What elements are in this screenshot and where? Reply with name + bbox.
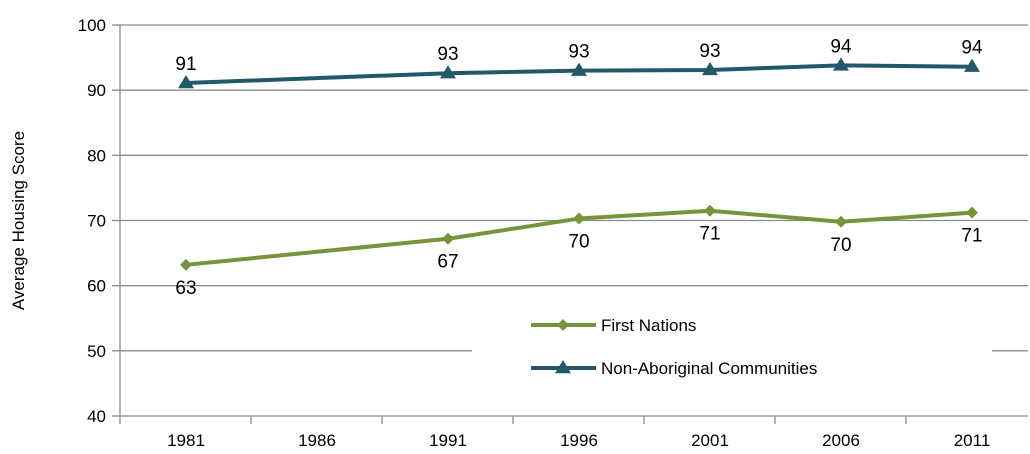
y-tick-label: 100 <box>78 16 106 35</box>
data-label: 71 <box>699 224 720 245</box>
legend-marker <box>555 360 571 374</box>
data-label: 91 <box>175 54 196 75</box>
x-tick-label: 1986 <box>298 431 336 449</box>
data-point <box>571 62 587 76</box>
legend: First Nations Non-Aboriginal Communities <box>472 302 992 396</box>
x-tick-label: 2011 <box>954 431 991 449</box>
data-label: 93 <box>568 42 589 63</box>
legend-items: First Nations Non-Aboriginal Communities <box>531 316 817 378</box>
data-point <box>442 232 454 245</box>
x-tick-label: 1996 <box>560 431 598 449</box>
y-tick-label: 60 <box>87 277 106 296</box>
legend-item: First Nations <box>531 316 696 335</box>
legend-item: Non-Aboriginal Communities <box>531 359 817 378</box>
series-first-nations <box>180 204 978 271</box>
series-line <box>185 208 973 267</box>
series-non-aboriginal <box>178 57 980 89</box>
data-point <box>178 74 194 89</box>
data-point <box>180 258 192 271</box>
x-tick-label: 1991 <box>429 431 467 449</box>
data-point <box>440 65 456 79</box>
data-point <box>702 61 718 76</box>
y-tick-label: 40 <box>87 407 106 426</box>
data-label: 94 <box>961 38 983 59</box>
legend-label: Non-Aboriginal Communities <box>601 359 817 378</box>
y-tick-label: 90 <box>87 81 106 100</box>
legend-marker <box>557 319 569 331</box>
data-point <box>833 57 849 71</box>
y-tick-label: 50 <box>87 342 106 361</box>
data-label: 93 <box>437 44 458 65</box>
y-axis-title: Average Housing Score <box>9 131 28 310</box>
x-tick-label: 1981 <box>167 431 205 449</box>
x-tick-label: 2006 <box>822 431 860 449</box>
data-point <box>573 212 585 225</box>
data-label: 93 <box>699 41 720 62</box>
series-layer <box>178 57 980 271</box>
legend-label: First Nations <box>601 316 696 335</box>
data-point <box>704 204 716 217</box>
x-tick-label: 2001 <box>691 431 729 449</box>
axis-layer: 40 50 60 70 80 90 100 1981 1986 1991 1996 2001 2006 2… <box>78 16 1028 450</box>
data-point <box>964 58 980 72</box>
label-layer: 63 67 70 71 70 71 91 93 93 93 94 94 <box>175 36 983 298</box>
data-point <box>835 215 847 228</box>
series-line <box>185 63 973 85</box>
legend-background <box>472 302 992 396</box>
data-label: 94 <box>830 36 852 57</box>
data-label: 71 <box>961 226 982 247</box>
data-label: 70 <box>830 235 851 256</box>
y-tick-label: 80 <box>87 146 106 165</box>
data-label: 67 <box>437 252 458 273</box>
data-label: 63 <box>175 278 196 299</box>
data-point <box>966 206 978 219</box>
data-label: 70 <box>568 232 589 253</box>
y-tick-label: 70 <box>87 212 106 231</box>
